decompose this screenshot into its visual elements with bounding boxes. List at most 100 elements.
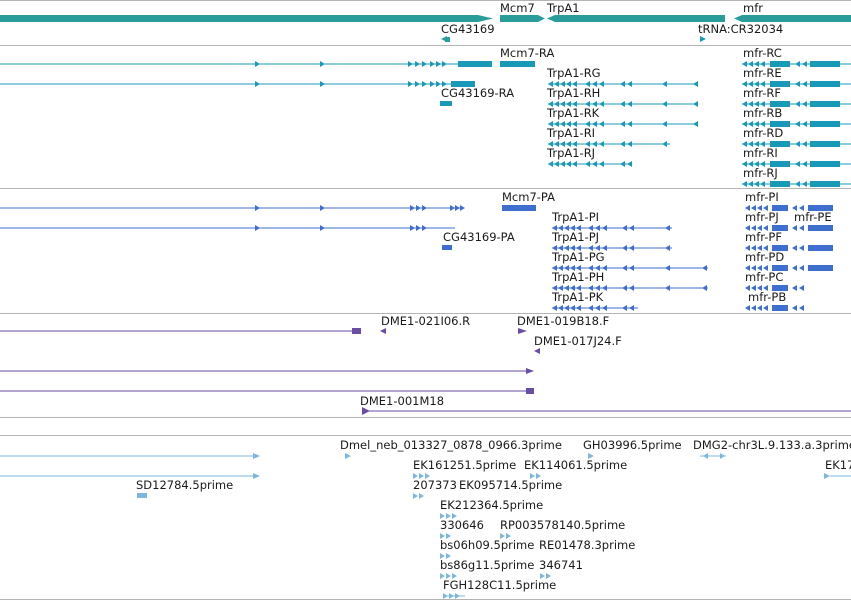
est-label[interactable]: 346741	[539, 558, 583, 572]
exon-glyph	[799, 285, 804, 291]
est-label[interactable]: RP003578140.5prime	[500, 518, 625, 532]
exon-glyph	[602, 265, 607, 271]
exon-glyph	[629, 225, 634, 231]
transcript-label[interactable]: TrpA1-RJ	[546, 146, 595, 160]
exon-block	[810, 101, 840, 107]
gene-label[interactable]: Mcm7	[500, 1, 535, 15]
transcript-label[interactable]: TrpA1-RI	[546, 126, 595, 140]
transcript-label[interactable]: CG43169-RA	[441, 86, 514, 100]
exon-glyph	[629, 305, 634, 311]
exon-glyph	[760, 61, 765, 67]
clone-label[interactable]: DME1-019B18.F	[517, 314, 609, 328]
est-label[interactable]: EK114061.5prime	[524, 458, 627, 472]
clone-end[interactable]	[534, 348, 540, 354]
transcript-label[interactable]: TrpA1-RH	[546, 86, 600, 100]
transcript-label[interactable]: mfr-RC	[743, 46, 782, 60]
exon-glyph	[754, 61, 759, 67]
protein-label[interactable]: mfr-PF	[745, 230, 782, 244]
protein-label[interactable]: mfr-PD	[745, 250, 784, 264]
protein-label[interactable]: TrpA1-PH	[551, 270, 604, 284]
exon-glyph	[754, 181, 759, 187]
est-label[interactable]: EK095714.5prime	[459, 478, 562, 492]
clone-end[interactable]	[380, 328, 386, 334]
gene-label[interactable]: TrpA1	[546, 1, 580, 15]
exon-glyph	[320, 205, 325, 211]
clone-end[interactable]	[362, 407, 370, 415]
clone-end[interactable]	[352, 328, 361, 334]
protein-label[interactable]: mfr-PE	[794, 210, 832, 224]
est-label[interactable]: RE01478.3prime	[539, 538, 635, 552]
protein-label[interactable]: CG43169-PA	[443, 230, 515, 244]
exon-glyph	[442, 61, 447, 67]
est-label[interactable]: DMG2-chr3L.9.133.a.3prime	[693, 438, 851, 452]
protein-label[interactable]: mfr-PC	[745, 270, 783, 284]
gene-feature-mfr[interactable]	[742, 15, 851, 22]
gene-label[interactable]: tRNA:CR32034	[698, 22, 783, 36]
transcript-label[interactable]: TrpA1-RK	[546, 106, 600, 120]
exon-glyph	[602, 305, 607, 311]
est-label[interactable]: EK17	[825, 458, 851, 472]
transcript-label[interactable]: mfr-RB	[743, 106, 782, 120]
transcript-label[interactable]: Mcm7-RA	[500, 46, 554, 60]
exon-glyph	[742, 141, 747, 147]
exon-glyph	[665, 245, 670, 251]
protein-label[interactable]: TrpA1-PJ	[551, 230, 599, 244]
exon-glyph	[799, 205, 804, 211]
protein-label[interactable]: Mcm7-PA	[502, 190, 555, 204]
exon-glyph	[748, 121, 753, 127]
gene-feature-mcm7[interactable]	[500, 15, 538, 22]
exon-glyph	[622, 285, 627, 291]
est-label[interactable]: bs06h09.5prime	[440, 538, 534, 552]
transcript-label[interactable]: mfr-RJ	[743, 166, 778, 180]
transcript-label[interactable]: mfr-RI	[743, 146, 778, 160]
gene-feature-trpa1[interactable]	[555, 15, 725, 22]
est-label[interactable]: 207373	[413, 478, 457, 492]
est-label[interactable]: bs86g11.5prime	[440, 558, 534, 572]
protein-label[interactable]: TrpA1-PG	[551, 250, 605, 264]
est-label[interactable]: 330646	[440, 518, 484, 532]
est-feature[interactable]	[824, 473, 830, 479]
est-feature[interactable]	[253, 473, 260, 479]
exon-glyph	[627, 161, 632, 167]
exon-glyph	[588, 265, 593, 271]
protein-label[interactable]: mfr-PI	[745, 190, 779, 204]
transcript-label[interactable]: TrpA1-RG	[546, 66, 601, 80]
clone-label[interactable]: DME1-001M18	[360, 394, 444, 408]
clone-label[interactable]: DME1-021I06.R	[381, 314, 470, 328]
protein-label[interactable]: mfr-PB	[748, 290, 786, 304]
est-label[interactable]: EK212364.5prime	[440, 498, 543, 512]
protein-label[interactable]: mfr-PJ	[745, 210, 779, 224]
protein-label[interactable]: TrpA1-PI	[551, 210, 599, 224]
transcript-label[interactable]: mfr-RD	[743, 126, 783, 140]
exon-glyph	[570, 305, 575, 311]
est-label[interactable]: EK161251.5prime	[413, 458, 516, 472]
exon-glyph	[745, 265, 750, 271]
gene-feature[interactable]	[0, 15, 478, 22]
gene-feature-trna[interactable]	[700, 36, 706, 42]
protein-label[interactable]: TrpA1-PK	[551, 290, 604, 304]
exon-glyph	[763, 265, 768, 271]
exon-glyph	[792, 285, 797, 291]
est-label[interactable]: FGH128C11.5prime	[443, 578, 556, 592]
clone-label[interactable]: DME1-017J24.F	[534, 334, 622, 348]
gene-label[interactable]: CG43169	[441, 22, 495, 36]
est-label[interactable]: Dmel_neb_013327_0878_0966.3prime	[340, 438, 562, 452]
transcript-label[interactable]: mfr-RF	[743, 86, 781, 100]
clone-end[interactable]	[526, 388, 534, 394]
exon-glyph	[558, 305, 563, 311]
est-label[interactable]: SD12784.5prime	[136, 478, 233, 492]
gene-label[interactable]: mfr	[743, 1, 763, 15]
est-feature[interactable]	[253, 453, 260, 459]
transcript-label[interactable]: mfr-RE	[743, 66, 782, 80]
est-label[interactable]: GH03996.5prime	[583, 438, 682, 452]
est-feature[interactable]	[137, 493, 147, 498]
clone-end[interactable]	[518, 328, 527, 334]
est-feature[interactable]	[588, 453, 594, 459]
est-feature[interactable]	[345, 453, 351, 459]
exon-glyph	[588, 225, 593, 231]
exon-glyph	[748, 101, 753, 107]
exon-glyph	[419, 473, 424, 479]
exon-glyph	[751, 225, 756, 231]
clone-end[interactable]	[526, 368, 534, 374]
